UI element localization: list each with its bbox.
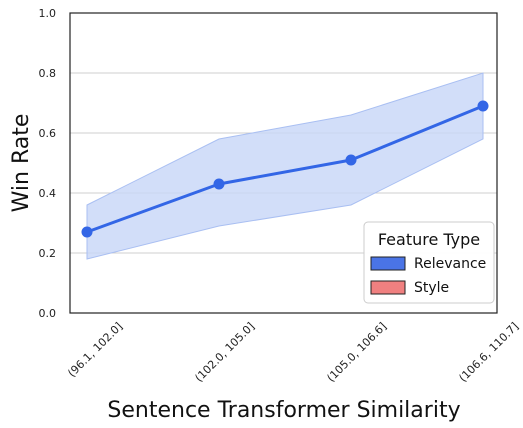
legend: Feature Type Relevance Style: [363, 221, 495, 304]
x-axis-title: Sentence Transformer Similarity: [107, 398, 460, 423]
plot-frame: [69, 12, 498, 314]
y-tick-label: 0.8: [39, 67, 57, 80]
legend-title: Feature Type: [378, 230, 480, 249]
data-points: [81, 100, 489, 238]
legend-swatch-relevance: [370, 256, 406, 271]
y-tick-labels: 0.0 0.2 0.4 0.6 0.8 1.0: [39, 7, 57, 320]
x-tick-label: (106.6, 110.7]: [456, 320, 521, 385]
x-tick-label: (96.1, 102.0]: [65, 320, 125, 380]
data-point-relevance-3: [477, 100, 489, 112]
x-tick-labels: (96.1, 102.0] (102.0, 105.0] (105.0, 106.6…: [65, 320, 521, 385]
x-tick-label: (102.0, 105.0]: [192, 320, 257, 385]
legend-swatch-style: [370, 280, 406, 295]
legend-label-style: Style: [414, 280, 449, 296]
confidence-band-relevance: [86, 72, 484, 260]
y-tick-label: 0.2: [39, 247, 57, 260]
y-tick-label: 0.4: [39, 187, 57, 200]
legend-label-relevance: Relevance: [414, 256, 486, 272]
data-point-relevance-1: [213, 178, 225, 190]
x-tick-label: (105.0, 106.6]: [324, 320, 389, 385]
y-tick-label: 0.6: [39, 127, 57, 140]
data-point-relevance-2: [345, 154, 357, 166]
data-point-relevance-0: [81, 226, 93, 238]
y-tick-label: 1.0: [39, 7, 57, 20]
y-tick-label: 0.0: [39, 307, 57, 320]
series-line-relevance: [86, 104, 484, 234]
y-axis-title: Win Rate: [9, 114, 34, 213]
